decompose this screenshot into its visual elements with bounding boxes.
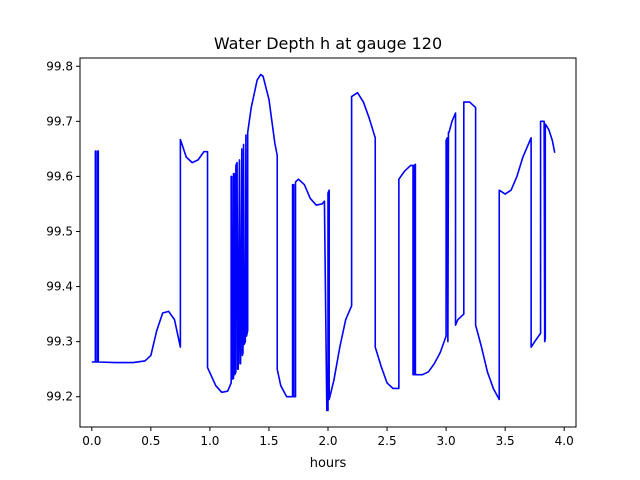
x-tick-label: 2.5 [378, 434, 397, 448]
y-tick-label: 99.7 [46, 114, 73, 128]
x-tick-label: 1.5 [259, 434, 278, 448]
x-tick-label: 0.0 [82, 434, 101, 448]
y-tick-label: 99.3 [46, 335, 73, 349]
x-axis: 0.0 0.5 1.0 1.5 2.0 2.5 3.0 3.5 4.0 [82, 427, 574, 448]
y-tick-label: 99.4 [46, 280, 73, 294]
y-axis: 99.2 99.3 99.4 99.5 99.6 99.7 99.8 [46, 59, 80, 404]
plot-frame [79, 57, 577, 428]
series-line-0 [91, 73, 556, 412]
x-tick-label: 3.5 [496, 434, 515, 448]
x-tick-label: 1.0 [200, 434, 219, 448]
chart-title: Water Depth h at gauge 120 [214, 34, 442, 53]
x-tick-label: 2.0 [318, 434, 337, 448]
y-tick-label: 99.8 [46, 59, 73, 73]
y-tick-label: 99.6 [46, 169, 73, 183]
plot-area [91, 73, 556, 412]
x-tick-label: 0.5 [141, 434, 160, 448]
x-tick-label: 4.0 [555, 434, 574, 448]
y-tick-label: 99.5 [46, 224, 73, 238]
x-tick-label: 3.0 [437, 434, 456, 448]
x-axis-label: hours [310, 456, 347, 471]
y-tick-label: 99.2 [46, 390, 73, 404]
